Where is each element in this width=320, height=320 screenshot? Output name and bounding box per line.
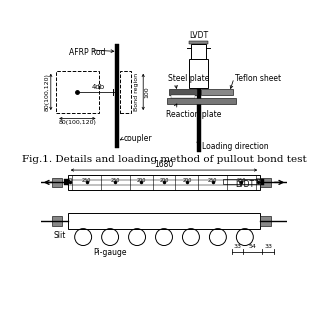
Bar <box>116 44 119 148</box>
Text: 100: 100 <box>145 86 150 98</box>
Bar <box>189 42 208 44</box>
Text: 33: 33 <box>234 244 242 249</box>
Bar <box>223 179 260 184</box>
Bar <box>171 95 195 98</box>
Text: Pi-gauge: Pi-gauge <box>93 248 127 257</box>
Bar <box>260 179 264 186</box>
Text: 4db: 4db <box>92 84 105 90</box>
Text: Reaction plate: Reaction plate <box>165 110 221 119</box>
Bar <box>260 216 271 226</box>
Text: 200: 200 <box>136 178 146 183</box>
Text: Slit: Slit <box>54 231 66 240</box>
Bar <box>68 175 260 190</box>
Text: coupler: coupler <box>124 134 152 143</box>
Bar <box>189 59 208 88</box>
Text: Teflon sheet: Teflon sheet <box>235 74 281 83</box>
Bar <box>64 179 68 186</box>
Text: 250: 250 <box>208 178 217 183</box>
Text: LVDT: LVDT <box>189 31 208 40</box>
Bar <box>167 98 236 104</box>
Text: 1680: 1680 <box>154 160 174 169</box>
Text: 80(100,120): 80(100,120) <box>59 120 96 125</box>
Bar <box>52 178 62 187</box>
Bar <box>169 89 197 95</box>
Bar <box>201 89 233 95</box>
Bar <box>68 213 260 228</box>
Text: 200: 200 <box>159 178 169 183</box>
Bar <box>120 71 131 113</box>
Text: 250: 250 <box>237 178 246 183</box>
Text: 80(100,120): 80(100,120) <box>45 73 50 111</box>
Text: Fig.1. Details and loading method of pullout bond test: Fig.1. Details and loading method of pul… <box>22 155 306 164</box>
Text: 200: 200 <box>182 178 192 183</box>
Text: 250: 250 <box>82 178 91 183</box>
Text: Bond region: Bond region <box>134 73 139 111</box>
Text: Loading direction: Loading direction <box>202 142 268 151</box>
Text: 40: 40 <box>67 178 73 183</box>
Bar <box>56 71 99 113</box>
Text: 54: 54 <box>249 244 257 249</box>
Bar <box>191 44 206 59</box>
Text: LVDT: LVDT <box>236 180 255 188</box>
Text: AFRP Rod: AFRP Rod <box>69 48 105 57</box>
Text: 33: 33 <box>264 244 272 249</box>
Bar <box>197 42 201 152</box>
Bar <box>52 216 62 226</box>
Text: 40: 40 <box>255 178 261 183</box>
Bar <box>260 178 271 187</box>
Text: 250: 250 <box>111 178 120 183</box>
Text: Steel plate: Steel plate <box>168 74 209 83</box>
